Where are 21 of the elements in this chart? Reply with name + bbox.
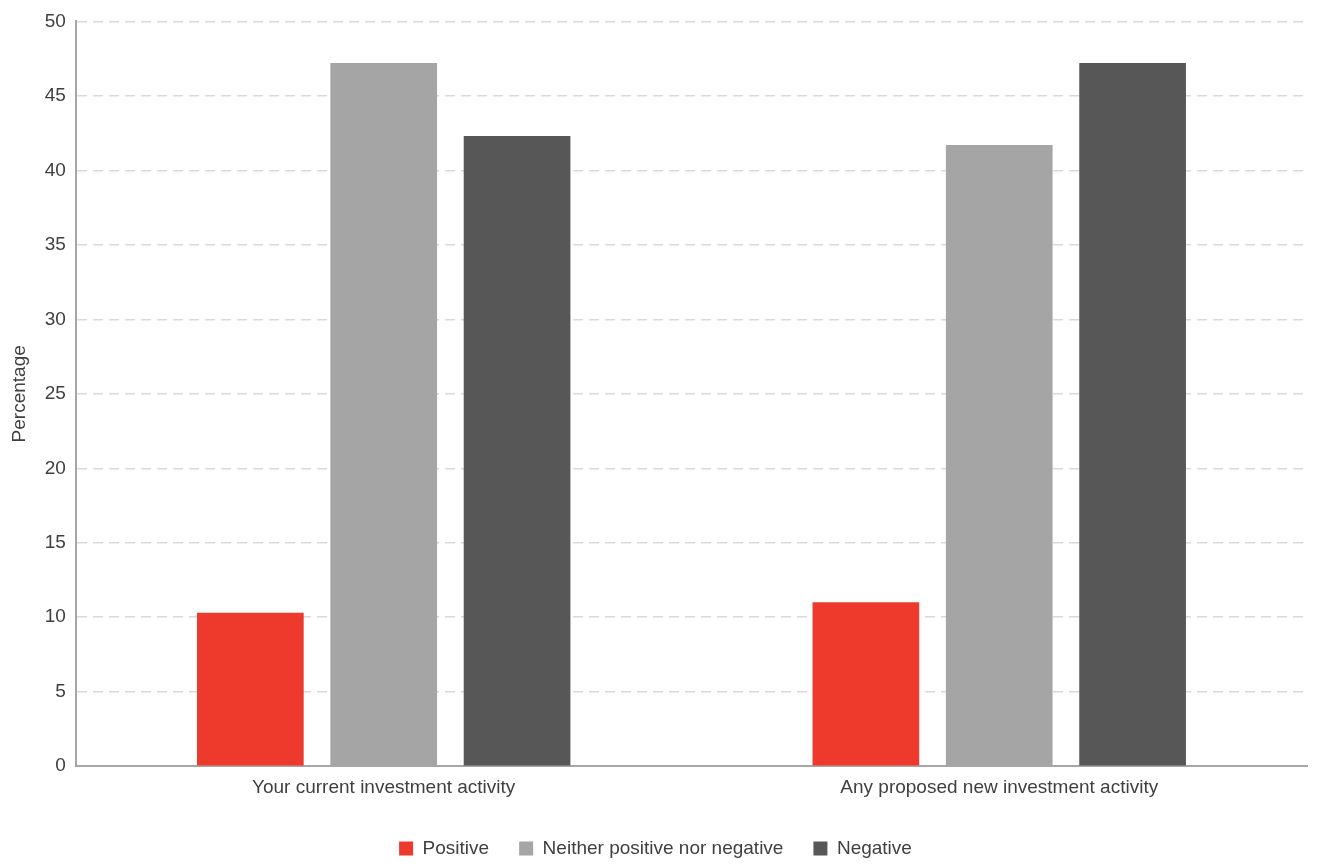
y-tick-label: 20 bbox=[44, 456, 66, 478]
y-tick-label: 35 bbox=[44, 233, 66, 255]
y-tick-label: 30 bbox=[44, 307, 66, 329]
bar bbox=[1079, 63, 1186, 766]
y-tick-label: 40 bbox=[44, 158, 66, 180]
y-tick-label: 5 bbox=[55, 679, 66, 701]
y-tick-label: 0 bbox=[55, 754, 66, 776]
y-tick-label: 15 bbox=[44, 530, 66, 552]
y-axis-title: Percentage bbox=[7, 345, 29, 443]
y-tick-label: 10 bbox=[44, 605, 66, 627]
y-tick-label: 45 bbox=[44, 84, 66, 106]
legend-label: Neither positive nor negative bbox=[542, 836, 784, 858]
y-tick-label: 25 bbox=[44, 382, 66, 404]
legend-label: Negative bbox=[836, 836, 912, 858]
legend-label: Positive bbox=[422, 836, 490, 858]
bar bbox=[196, 612, 304, 766]
y-tick-label: 50 bbox=[44, 9, 66, 31]
bar bbox=[463, 136, 571, 766]
x-tick-label: Any proposed new investment activity bbox=[840, 775, 1159, 797]
bar bbox=[812, 602, 920, 766]
x-tick-label: Your current investment activity bbox=[252, 775, 516, 797]
